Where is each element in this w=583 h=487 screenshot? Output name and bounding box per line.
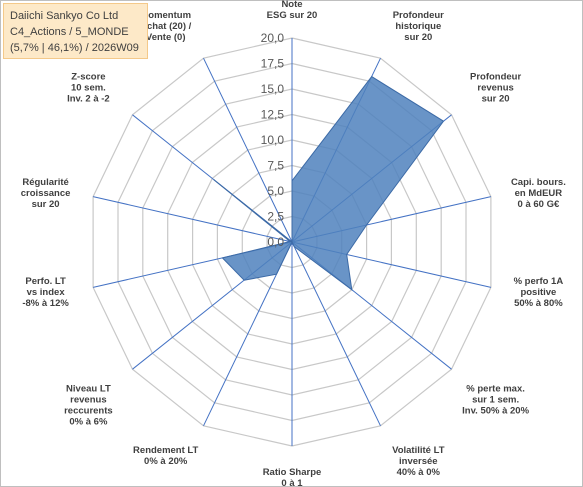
axis-label: Régularité croissance sur 20 [21, 177, 71, 210]
axis-label: Note ESG sur 20 [267, 0, 318, 21]
radar-series [213, 75, 445, 291]
axis-spoke [203, 57, 293, 243]
tick-label: 5,0 [267, 184, 284, 198]
tick-label: 0,0 [267, 235, 284, 249]
axis-label: Niveau LT revenus reccurents 0% à 6% [64, 383, 113, 427]
tick-label: 20,0 [261, 31, 285, 45]
axis-label: Z-score 10 sem. Inv. 2 à -2 [67, 72, 110, 105]
tick-label: 17,5 [261, 57, 285, 71]
radar-tick-labels: 0,0 2,5 5,0 7,5 10,0 12,5 15,0 17,5 20,0 [261, 31, 285, 249]
axis-label: % perte max. sur 1 sem. Inv. 50% à 20% [462, 383, 529, 416]
portfolio-name: C4_Actions / 5_MONDE [10, 26, 129, 38]
radar-axis-labels: Note ESG sur 20 Profondeur historique sur 20… [21, 0, 566, 487]
axis-label: Volatilité LT inversée 40% à 0% [392, 445, 445, 478]
company-name: Daiichi Sankyo Co Ltd [10, 10, 119, 22]
axis-label: Capi. bours. en MdEUR 0 à 60 G€ [511, 177, 566, 210]
axis-label: Rendement LT 0% à 20% [133, 445, 198, 467]
axis-label: Perfo. LT vs index -8% à 12% [22, 276, 69, 309]
period-info: (5,7% | 46,1%) / 2026W09 [10, 42, 139, 54]
tick-label: 12,5 [261, 108, 285, 122]
tick-label: 10,0 [261, 133, 285, 147]
axis-label: Profondeur revenus sur 20 [470, 72, 521, 105]
axis-label: % perfo 1A positive 50% à 80% [514, 276, 564, 309]
tick-label: 2,5 [267, 210, 284, 224]
axis-spoke [92, 196, 293, 243]
series-area [213, 75, 445, 291]
axis-label: Profondeur historique sur 20 [393, 10, 444, 43]
axis-spoke [291, 241, 381, 427]
tick-label: 15,0 [261, 82, 285, 96]
info-box: Daiichi Sankyo Co Ltd C4_Actions / 5_MON… [3, 3, 148, 59]
tick-label: 7,5 [267, 159, 284, 173]
axis-label: Momentum Achat (20) / Vente (0) [140, 10, 192, 43]
axis-label: Ratio Sharpe 0 à 1 [263, 467, 322, 487]
